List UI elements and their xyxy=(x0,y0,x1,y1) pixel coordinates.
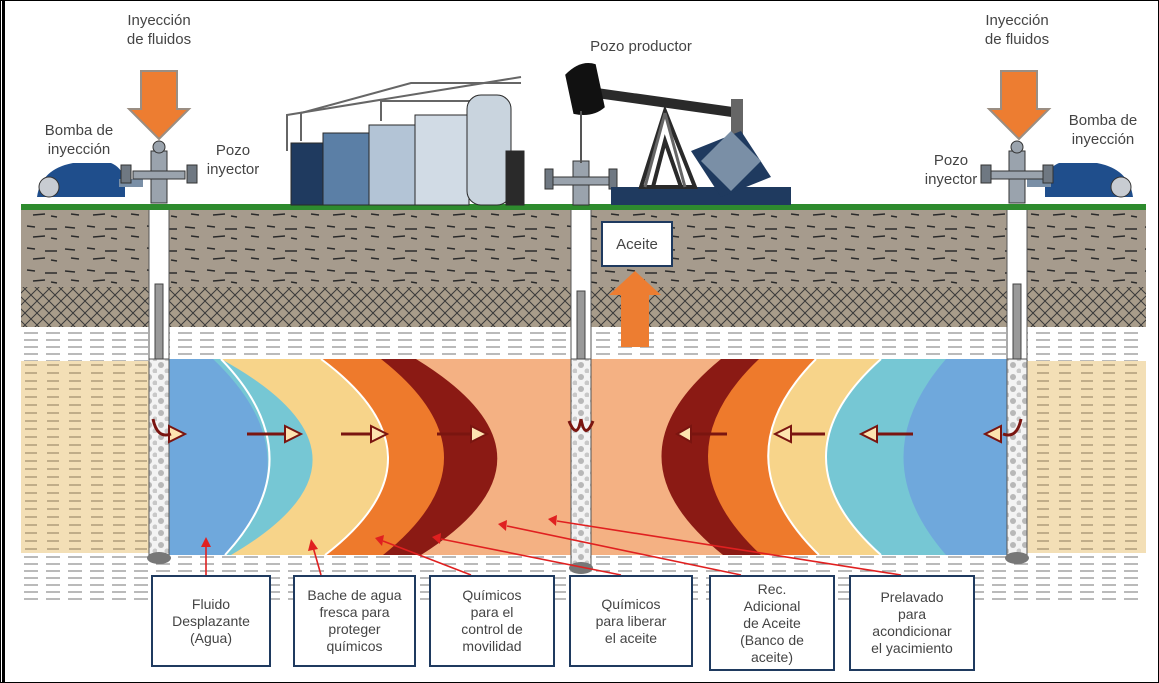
label-well-injector-right: Pozo inyector xyxy=(924,152,978,188)
zone-box-mobility-control: Químicos para el control de movilidad xyxy=(429,575,555,667)
production-arrow xyxy=(609,271,661,347)
injection-pump-right xyxy=(1027,163,1133,198)
label-pump-left: Bomba de inyección xyxy=(44,122,114,158)
ground-surface-line xyxy=(21,204,1146,210)
wellhead-left xyxy=(120,140,198,204)
injection-arrow-left xyxy=(126,70,192,141)
flow-arrows-right xyxy=(674,424,1002,444)
injection-arrow-right xyxy=(986,70,1052,141)
oil-label-box: Aceite xyxy=(601,221,673,267)
label-injection-right: Inyección de fluidos xyxy=(984,12,1050,48)
label-well-injector-left: Pozo inyector xyxy=(206,142,260,178)
pump-jack xyxy=(565,63,791,205)
label-producer-well: Pozo productor xyxy=(590,38,692,55)
wellhead-producer xyxy=(544,160,618,206)
label-pump-right: Bomba de inyección xyxy=(1068,112,1138,148)
flow-arrows-left xyxy=(168,424,490,444)
zone-box-preflush: Prelavado para acondicionar el yacimient… xyxy=(849,575,975,671)
label-injection-left: Inyección de fluidos xyxy=(126,12,192,48)
frame-left-edge xyxy=(2,0,5,683)
zone-box-oil-bank: Rec. Adicional de Aceite (Banco de aceit… xyxy=(709,575,835,671)
zone-box-oil-release: Químicos para liberar el aceite xyxy=(569,575,693,667)
zone-box-fresh-water: Bache de agua fresca para proteger quími… xyxy=(293,575,416,667)
water-zone-left xyxy=(169,359,268,555)
wellhead-right xyxy=(980,140,1054,204)
storage-tanks xyxy=(286,76,525,206)
injector-well-left xyxy=(147,208,171,564)
injector-well-right xyxy=(1005,208,1029,564)
leader-lines xyxy=(201,515,902,576)
zone-box-displacing-fluid: Fluido Desplazante (Agua) xyxy=(151,575,271,667)
producer-well xyxy=(569,208,593,574)
water-zone-right xyxy=(903,359,1007,555)
